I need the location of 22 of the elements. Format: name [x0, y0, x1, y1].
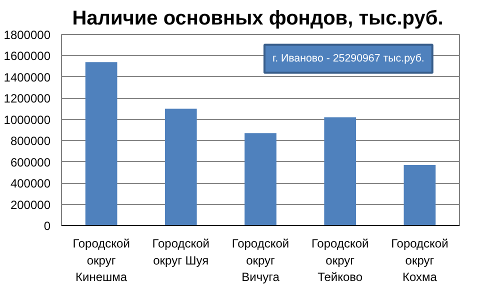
x-tick-label: Городской округ Кинешма — [72, 236, 130, 284]
chart-title: Наличие основных фондов, тыс.руб. — [72, 8, 444, 30]
y-tick-label: 800000 — [10, 134, 51, 148]
y-tick-label: 0 — [44, 219, 51, 233]
y-tick-label: 1400000 — [4, 70, 51, 84]
y-tick-label: 1800000 — [4, 28, 51, 42]
bar — [404, 165, 436, 226]
x-tick-label: Городской округ Кохма — [391, 236, 448, 284]
y-tick-label: 1000000 — [4, 112, 51, 127]
y-tick-label: 1200000 — [4, 92, 51, 106]
bar — [85, 62, 118, 226]
y-tick-label: 1600000 — [4, 49, 51, 64]
x-tick-label: Городской округ Шуя — [152, 236, 210, 268]
annotation: г. Иваново - 25290967 тыс.руб. — [272, 52, 424, 65]
y-tick-label: 600000 — [10, 155, 51, 170]
x-tick-label: Городской округ Тейково — [311, 236, 369, 284]
bar — [324, 117, 356, 226]
x-tick-label: Городской округ Вичуга — [232, 236, 290, 284]
bar — [164, 108, 197, 226]
y-tick-label: 200000 — [10, 198, 51, 212]
y-tick-label: 400000 — [10, 176, 51, 191]
bar — [244, 133, 276, 226]
